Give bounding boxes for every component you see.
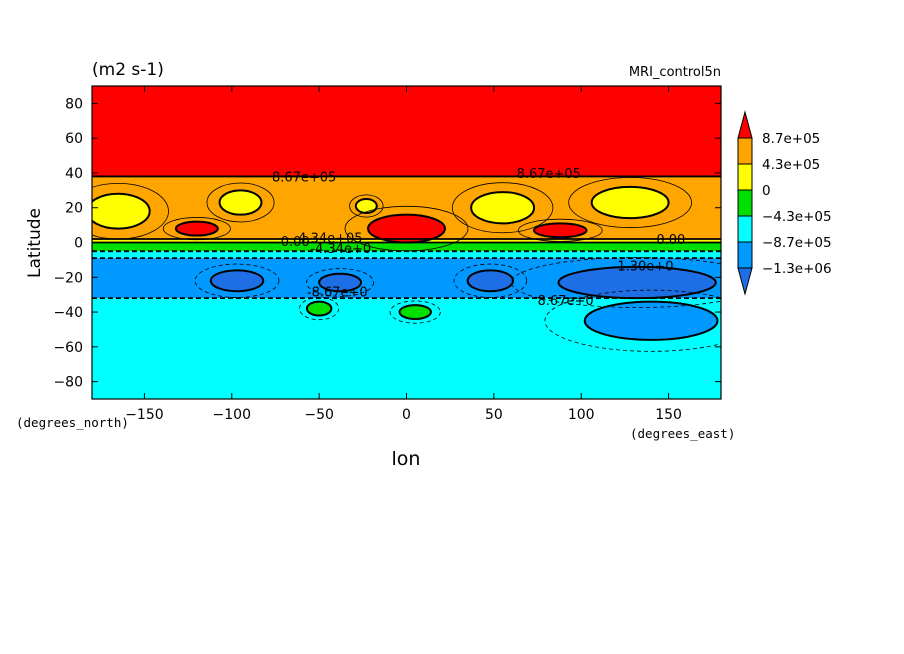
colorbar-cell — [737, 189, 753, 217]
contour-label: -4.34e+0 — [310, 242, 371, 257]
contour-line — [451, 182, 554, 234]
contour-line — [299, 297, 340, 321]
colorbar: 8.7e+05 4.3e+05 0 −4.3e+05 −8.7e+05 −1.3e+06 — [737, 110, 832, 296]
y-tick-label: 60 — [65, 131, 83, 147]
contour-label: -8.67e+0 — [307, 285, 368, 300]
colorbar-label: 0 — [762, 183, 771, 199]
colorbar-cell — [737, 163, 753, 191]
colorbar-cap — [737, 267, 753, 296]
contour-region — [533, 222, 588, 239]
colorbar-label: −1.3e+06 — [762, 261, 832, 277]
y-tick-label: 20 — [65, 201, 83, 217]
contour-label: 0.00 — [281, 235, 310, 250]
contour-line — [544, 289, 721, 352]
y-tick-label: 40 — [65, 166, 83, 182]
contour-line — [206, 182, 275, 223]
contour-labels: 8.67e+05 8.67e+054.34e+050.00 -4.34e+00.00… — [272, 167, 685, 309]
contour-label: 8.67e+05 — [517, 167, 581, 182]
y-axis: 80 60 40 20 0 −20 −40 −60 −80 — [53, 96, 721, 391]
colorbar-label: −4.3e+05 — [762, 209, 832, 225]
contour-band — [92, 242, 721, 252]
contour-region — [583, 300, 719, 341]
colorbar-cell — [737, 137, 753, 165]
colorbar-label: 8.7e+05 — [762, 131, 820, 147]
contour-region — [354, 198, 378, 214]
contour-region — [590, 185, 670, 220]
colorbar-label: 4.3e+05 — [762, 157, 820, 173]
contour-lines — [92, 175, 721, 352]
x-tick-label: −50 — [304, 407, 334, 423]
colorbar-cap — [737, 110, 753, 139]
plot-area — [92, 86, 721, 399]
y-axis-label: Latitude — [25, 208, 45, 278]
x-axis-label: lon — [392, 448, 421, 470]
x-tick-label: 50 — [485, 407, 503, 423]
contour-region — [209, 269, 265, 293]
x-tick-label: 100 — [568, 407, 595, 423]
y-tick-label: −80 — [53, 375, 83, 391]
contour-label: 8.67e+0 — [538, 294, 594, 309]
contour-region — [92, 192, 151, 230]
contour-line — [92, 182, 169, 240]
contour-region — [318, 272, 363, 293]
y-units-label: (degrees_north) — [16, 415, 129, 430]
x-tick-label: 0 — [402, 407, 411, 423]
x-tick-label: −100 — [213, 407, 251, 423]
contour-line — [517, 218, 603, 242]
colorbar-label: −8.7e+05 — [762, 235, 832, 251]
contour-label: 0.00 — [656, 233, 685, 248]
contour-region — [466, 269, 515, 293]
contour-line — [344, 205, 469, 252]
y-tick-label: −40 — [53, 305, 83, 321]
x-units-label: (degrees_east) — [630, 426, 735, 441]
y-tick-label: −60 — [53, 340, 83, 356]
unit-label: (m2 s-1) — [92, 60, 164, 80]
contour-band — [92, 86, 721, 177]
x-tick-label: 150 — [655, 407, 682, 423]
contour-region — [398, 304, 432, 321]
contour-line — [306, 268, 375, 297]
contour-label: 4.34e+05 — [298, 232, 362, 247]
colorbar-cell — [737, 241, 753, 269]
contour-line — [349, 194, 384, 218]
y-tick-label: −20 — [53, 270, 83, 286]
x-tick-label: −150 — [125, 407, 163, 423]
contour-region — [174, 220, 219, 237]
contour-band — [92, 251, 721, 259]
contour-line — [568, 177, 693, 228]
contour-label: 8.67e+05 — [272, 171, 336, 186]
contour-region — [305, 300, 333, 317]
contour-line — [453, 263, 528, 298]
contour-region — [470, 191, 536, 225]
contour-line — [162, 217, 231, 241]
x-axis: −150 −100 −50 0 50 100 150 — [125, 86, 682, 423]
y-tick-label: 80 — [65, 96, 83, 112]
colorbar-cell — [737, 215, 753, 243]
contour-line — [194, 263, 280, 298]
contour-label: -1.30e+0 — [613, 259, 674, 274]
contour-region — [218, 189, 263, 216]
model-label: MRI_control5n — [629, 65, 721, 80]
y-tick-label: 0 — [74, 236, 83, 252]
contour-line — [389, 300, 441, 324]
